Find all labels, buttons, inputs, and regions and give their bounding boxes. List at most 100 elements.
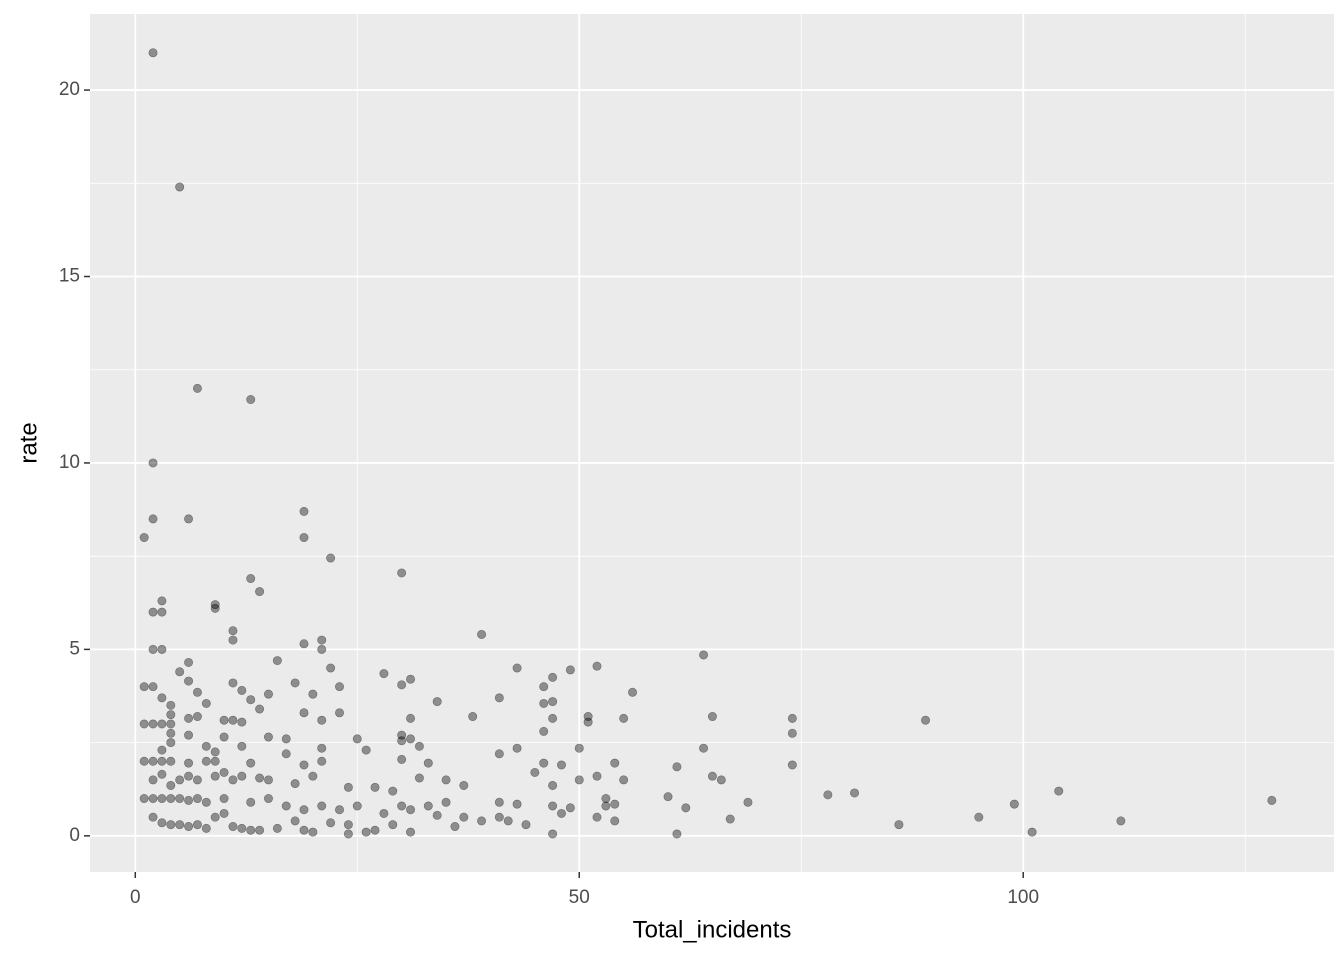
point: [548, 672, 558, 682]
y-tick-label: 0: [69, 825, 80, 846]
point: [512, 663, 522, 673]
point: [166, 700, 176, 710]
point: [157, 596, 167, 606]
point: [521, 820, 531, 830]
point: [459, 780, 469, 790]
point: [166, 820, 176, 830]
point: [388, 820, 398, 830]
point: [184, 676, 194, 686]
point: [317, 801, 327, 811]
point: [397, 730, 407, 740]
point: [219, 767, 229, 777]
y-tick-label: 15: [59, 266, 80, 287]
point: [1267, 795, 1277, 805]
point: [184, 730, 194, 740]
point: [823, 790, 833, 800]
point: [201, 797, 211, 807]
point: [432, 810, 442, 820]
point: [246, 574, 256, 584]
point: [1027, 827, 1037, 837]
point: [299, 708, 309, 718]
point: [184, 795, 194, 805]
point: [619, 775, 629, 785]
point: [592, 661, 602, 671]
y-axis-title: rate: [15, 422, 42, 463]
point: [166, 794, 176, 804]
point: [441, 775, 451, 785]
y-tick-label: 10: [59, 452, 80, 473]
point: [228, 626, 238, 636]
point: [699, 743, 709, 753]
point: [166, 780, 176, 790]
point: [610, 816, 620, 826]
point: [175, 820, 185, 830]
point: [539, 698, 549, 708]
point: [388, 786, 398, 796]
point: [192, 775, 202, 785]
point: [246, 695, 256, 705]
point: [592, 812, 602, 822]
point: [361, 827, 371, 837]
point: [192, 687, 202, 697]
point: [192, 712, 202, 722]
point: [343, 829, 353, 839]
point: [299, 805, 309, 815]
point: [397, 736, 407, 746]
point: [317, 715, 327, 725]
point: [414, 773, 424, 783]
point: [317, 756, 327, 766]
point: [290, 678, 300, 688]
point: [583, 717, 593, 727]
point: [494, 797, 504, 807]
point: [246, 797, 256, 807]
point: [255, 825, 265, 835]
point: [272, 823, 282, 833]
point: [787, 760, 797, 770]
point: [548, 713, 558, 723]
point: [157, 745, 167, 755]
point: [139, 756, 149, 766]
point: [299, 760, 309, 770]
point: [157, 756, 167, 766]
point: [699, 650, 709, 660]
point: [974, 812, 984, 822]
point: [850, 788, 860, 798]
point: [210, 747, 220, 757]
point: [184, 758, 194, 768]
point: [397, 680, 407, 690]
point: [317, 743, 327, 753]
point: [406, 713, 416, 723]
point: [148, 682, 158, 692]
point: [219, 715, 229, 725]
panel: [90, 14, 1334, 872]
point: [352, 734, 362, 744]
point: [548, 801, 558, 811]
point: [477, 816, 487, 826]
x-tick-label: 100: [1007, 887, 1039, 908]
point: [148, 514, 158, 524]
point: [148, 48, 158, 58]
point: [397, 568, 407, 578]
point: [246, 825, 256, 835]
point: [556, 808, 566, 818]
point: [423, 801, 433, 811]
point: [548, 697, 558, 707]
point: [663, 792, 673, 802]
point: [201, 741, 211, 751]
point: [157, 607, 167, 617]
point: [166, 738, 176, 748]
point: [148, 775, 158, 785]
point: [166, 756, 176, 766]
point: [574, 743, 584, 753]
point: [406, 805, 416, 815]
point: [166, 719, 176, 729]
point: [379, 808, 389, 818]
point: [539, 682, 549, 692]
point: [237, 741, 247, 751]
point: [370, 825, 380, 835]
point: [299, 825, 309, 835]
point: [184, 713, 194, 723]
point: [246, 395, 256, 405]
point: [157, 794, 167, 804]
point: [157, 719, 167, 729]
